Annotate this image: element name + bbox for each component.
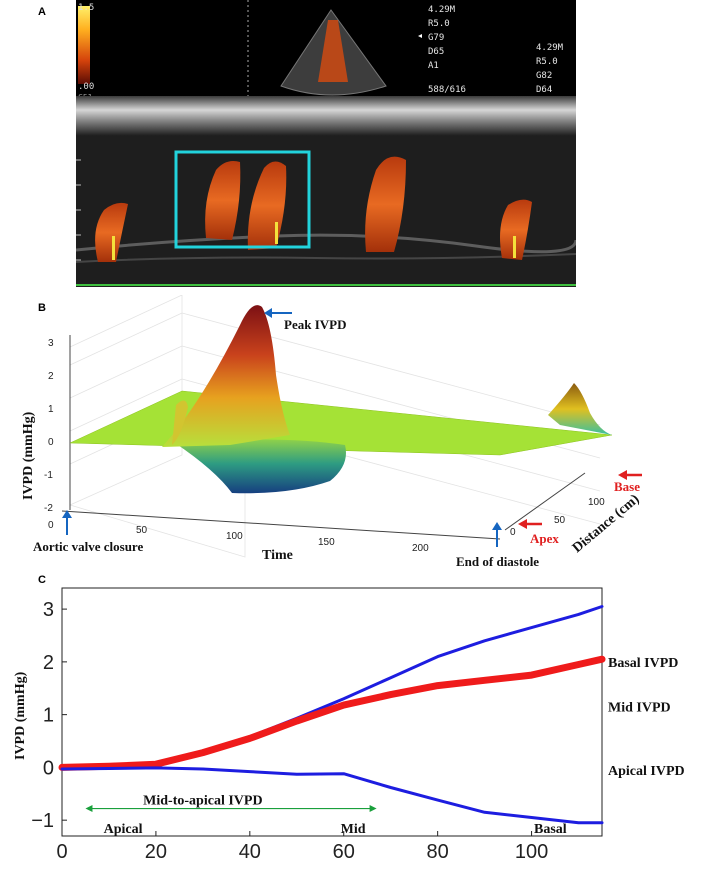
ivpd-surface-end-peak <box>548 383 612 435</box>
span-arrow-left-icon <box>85 805 93 813</box>
z-tick-m1: -1 <box>44 470 53 481</box>
panel-c-label: C <box>38 574 46 586</box>
colorbar-top-label: 1.5 <box>78 3 94 13</box>
x-tick-label: 100 <box>515 841 548 863</box>
distance-tick-50: 50 <box>554 515 566 526</box>
time-tick-150: 150 <box>318 537 335 548</box>
z-tick-3: 3 <box>48 338 54 349</box>
series-label-basal-ivpd: Basal IVPD <box>608 656 678 671</box>
frame-counter: 588/616 <box>428 85 466 95</box>
time-tick-50: 50 <box>136 525 148 536</box>
diastole-arrow-icon <box>492 522 502 547</box>
settings-1-line-1: 4.29M <box>428 5 456 15</box>
base-label: Base <box>614 479 640 494</box>
doppler-flow-4 <box>365 156 406 252</box>
peak-ivpd-label: Peak IVPD <box>284 317 346 332</box>
series-label-apical-ivpd: Apical IVPD <box>608 764 685 779</box>
apex-arrow-icon <box>518 519 542 529</box>
panel-a-ultrasound: 1.5 .00 C51 4.29M R5.0 G79 D65 A1 588/61… <box>76 0 576 287</box>
sector-flow <box>318 20 348 82</box>
colorbar <box>78 6 90 84</box>
marker-yellow-2 <box>275 222 278 244</box>
ivpd-surface-trough <box>175 439 346 494</box>
panel-b-label: B <box>38 302 46 314</box>
marker-yellow-1 <box>112 236 115 260</box>
end-diastole-label: End of diastole <box>456 554 539 569</box>
doppler-flow-5 <box>500 199 532 260</box>
distance-tick-0: 0 <box>510 527 516 538</box>
distance-axis-label: Distance (cm) <box>570 492 643 556</box>
y-axis-label: IVPD (mmHg) <box>13 671 28 760</box>
time-tick-0: 0 <box>48 520 54 531</box>
tissue-line-2 <box>76 253 576 263</box>
y-tick-label: 3 <box>43 599 54 621</box>
distance-axis-line <box>504 472 586 531</box>
y-tick-label: −1 <box>31 810 54 832</box>
series-line-apical-ivpd <box>60 766 604 825</box>
aortic-arrow-icon <box>62 510 72 535</box>
plot-frame <box>61 587 603 837</box>
tissue-line <box>76 233 576 254</box>
settings-1-line-2: R5.0 <box>428 19 450 29</box>
region-label: Apical <box>104 822 143 837</box>
z-axis-label: IVPD (mmHg) <box>21 411 36 500</box>
y-tick-label: 2 <box>43 652 54 674</box>
z-tick-0: 0 <box>48 437 54 448</box>
settings-2-line-1: 4.29M <box>536 43 564 53</box>
ivpd-surface-ridge <box>172 400 188 445</box>
y-tick-label: 1 <box>43 705 54 727</box>
series-line-mid-ivpd <box>58 655 606 771</box>
settings-1-line-3: G79 <box>428 33 444 43</box>
time-axis-label: Time <box>262 548 293 563</box>
x-tick-label: 60 <box>333 841 355 863</box>
settings-2-line-3: G82 <box>536 71 552 81</box>
x-tick-label: 80 <box>427 841 449 863</box>
time-tick-200: 200 <box>412 543 429 554</box>
panel-a-label: A <box>38 6 46 18</box>
span-arrow-right-icon <box>369 805 377 813</box>
z-tick-1: 1 <box>48 404 54 415</box>
ivpd-surface-peak <box>162 305 290 447</box>
y-tick-label: 0 <box>43 757 54 779</box>
series-line-basal-ivpd <box>60 605 604 769</box>
colorbar-bottom-label: .00 <box>78 82 94 92</box>
mmode-band <box>76 96 576 136</box>
region-box <box>174 150 311 249</box>
span-label: Mid-to-apical IVPD <box>143 794 262 809</box>
distance-tick-100: 100 <box>588 497 605 508</box>
doppler-flow-1 <box>95 202 128 262</box>
marker-yellow-3 <box>513 236 516 258</box>
aortic-valve-label: Aortic valve closure <box>33 539 143 554</box>
settings-2-line-4: D64 <box>536 85 552 95</box>
base-arrow-icon <box>618 470 642 480</box>
region-label: Basal <box>534 822 567 837</box>
z-tick-m2: -2 <box>44 503 53 514</box>
panel-b-surface-plot: 3 2 1 0 -1 -2 0 50 100 150 200 0 50 100 … <box>0 295 708 575</box>
settings-2-line-2: R5.0 <box>536 57 558 67</box>
x-tick-label: 20 <box>145 841 167 863</box>
x-tick-label: 40 <box>239 841 261 863</box>
settings-1-line-4: D65 <box>428 47 444 57</box>
apex-label: Apex <box>530 531 559 546</box>
panel-c-line-chart: 0 20 40 60 80 100 3 2 1 0 −1 Basal IVPD Mid IVPD Apic… <box>0 580 708 869</box>
peak-arrow-icon <box>264 308 292 318</box>
time-axis-line <box>61 510 501 540</box>
region-label: Mid <box>341 822 366 837</box>
doppler-flow-2 <box>205 161 241 240</box>
settings-pointer-icon <box>418 34 422 38</box>
time-tick-100: 100 <box>226 531 243 542</box>
z-tick-2: 2 <box>48 371 54 382</box>
settings-1-line-5: A1 <box>428 61 439 71</box>
series-label-mid-ivpd: Mid IVPD <box>608 701 671 716</box>
mmode-background <box>76 136 576 287</box>
x-tick-label: 0 <box>56 841 67 863</box>
